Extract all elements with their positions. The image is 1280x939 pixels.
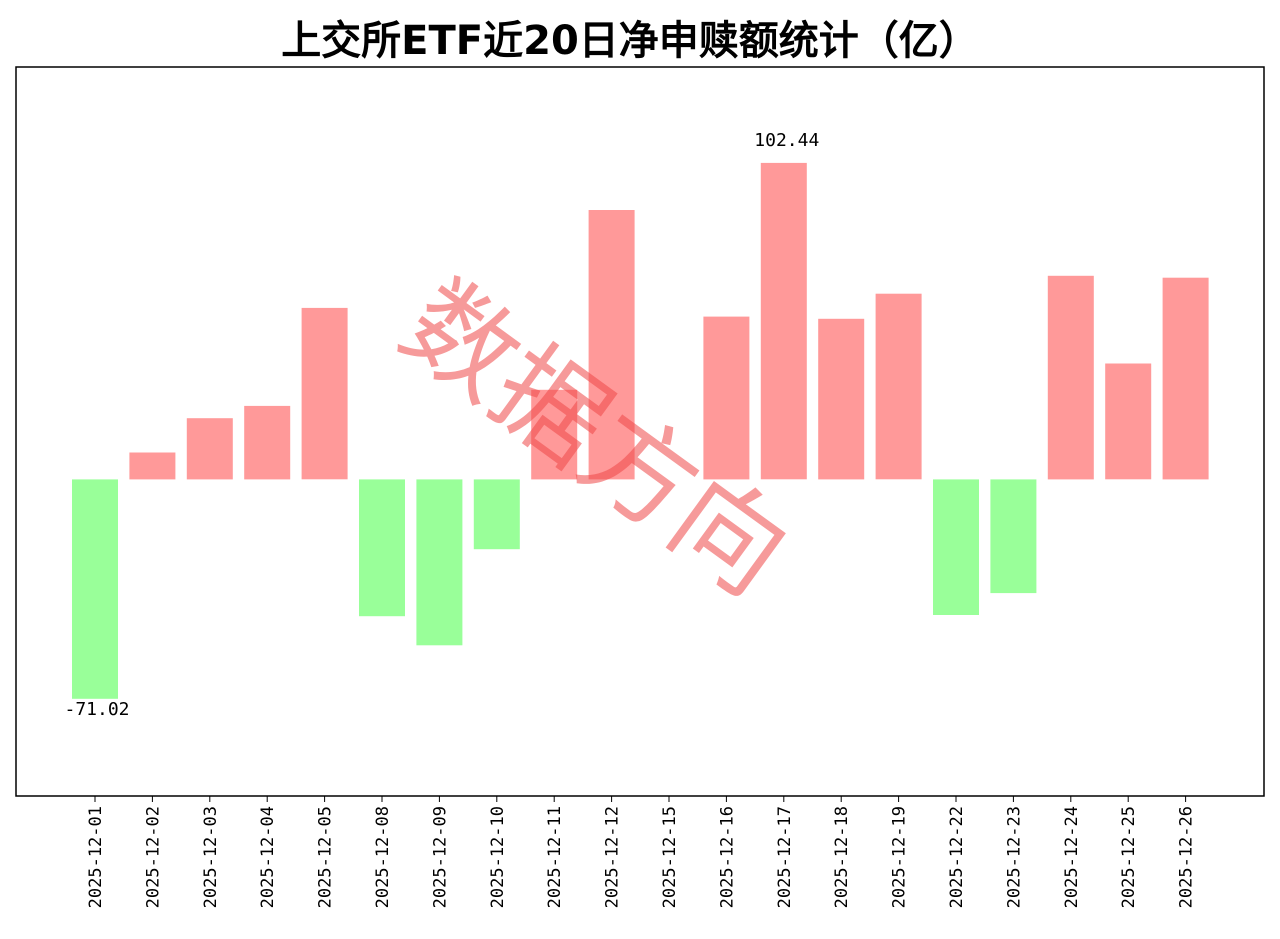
- x-tick-label: 2025-12-26: [1177, 806, 1197, 908]
- bar-2025-12-17: [760, 162, 807, 480]
- bar-2025-12-09: [416, 479, 463, 646]
- x-tick-label: 2025-12-16: [717, 806, 737, 908]
- x-tick-label: 2025-12-18: [832, 806, 852, 908]
- bar-2025-12-19: [875, 293, 922, 480]
- x-axis-ticks: 2025-12-01 2025-12-02 2025-12-03 2025-12-04…: [86, 796, 1197, 908]
- bar-2025-12-10: [473, 479, 520, 550]
- x-tick-label: 2025-12-19: [890, 806, 910, 908]
- x-tick-label: 2025-12-09: [430, 806, 450, 908]
- bar-2025-12-25: [1105, 363, 1152, 480]
- x-tick-label: 2025-12-05: [316, 806, 336, 908]
- bars-group: [72, 162, 1209, 699]
- x-tick-label: 2025-12-10: [488, 806, 508, 908]
- x-tick-label: 2025-12-04: [258, 806, 278, 908]
- x-tick-label: 2025-12-15: [660, 806, 680, 908]
- bar-2025-12-18: [818, 318, 865, 480]
- x-tick-label: 2025-12-24: [1062, 806, 1082, 908]
- data-label-2025-12-01: -71.02: [64, 699, 129, 720]
- bar-2025-12-16: [703, 316, 750, 480]
- x-tick-label: 2025-12-02: [143, 806, 163, 908]
- x-tick-label: 2025-12-01: [86, 806, 106, 908]
- x-tick-label: 2025-12-22: [947, 806, 967, 908]
- bar-2025-12-01: [72, 479, 118, 699]
- x-tick-label: 2025-12-03: [201, 806, 221, 908]
- x-tick-label: 2025-12-08: [373, 806, 393, 908]
- bar-2025-12-04: [244, 405, 291, 480]
- chart-title: 上交所ETF近20日净申赎额统计（亿）: [281, 18, 979, 64]
- bar-2025-12-24: [1047, 275, 1094, 480]
- bar-2025-12-23: [990, 479, 1037, 594]
- bar-2025-12-12: [588, 210, 635, 480]
- data-label-2025-12-17: 102.44: [754, 130, 819, 151]
- x-tick-label: 2025-12-11: [545, 806, 565, 908]
- bar-2025-12-03: [186, 418, 233, 480]
- bar-2025-12-05: [301, 307, 348, 480]
- data-labels: -71.02 102.44: [64, 130, 819, 720]
- x-tick-label: 2025-12-25: [1119, 806, 1139, 908]
- bar-2025-12-11: [531, 389, 578, 480]
- bar-2025-12-02: [129, 452, 176, 480]
- bar-2025-12-08: [359, 479, 405, 617]
- bar-2025-12-22: [933, 479, 979, 615]
- plot-frame: [15, 66, 1265, 797]
- bar-2025-12-26: [1162, 277, 1209, 480]
- x-tick-label: 2025-12-17: [775, 806, 795, 908]
- x-tick-label: 2025-12-23: [1004, 806, 1024, 908]
- x-tick-label: 2025-12-12: [603, 806, 623, 908]
